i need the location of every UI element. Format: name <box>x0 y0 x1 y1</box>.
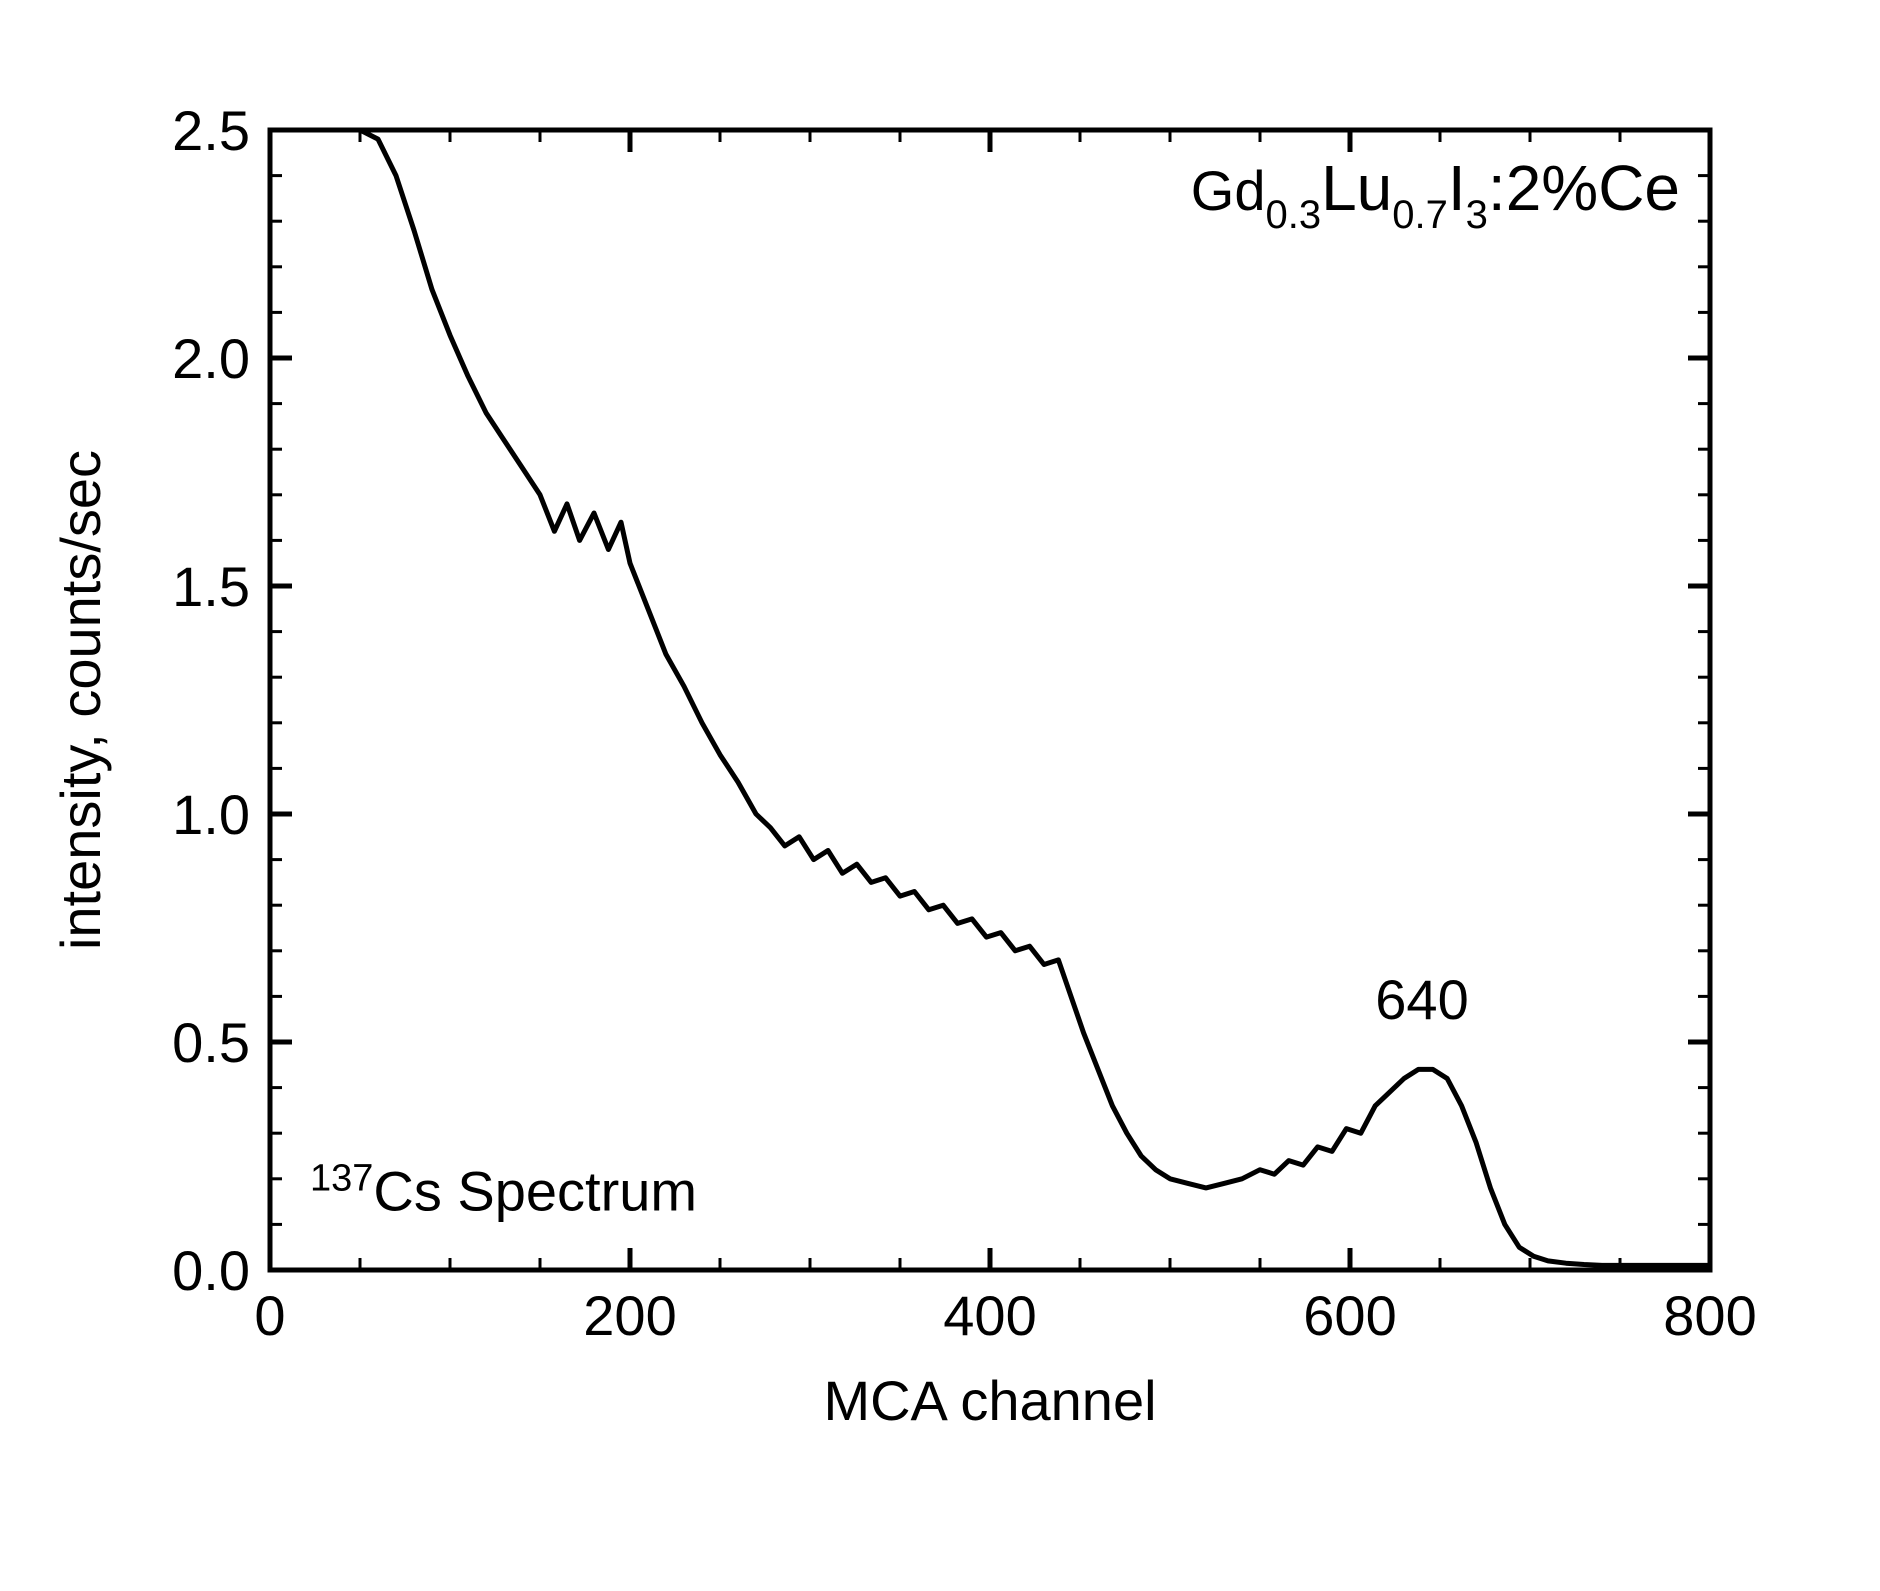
y-tick-label: 1.0 <box>172 783 250 846</box>
x-axis-label: MCA channel <box>823 1369 1156 1432</box>
spectrum-chart: 0 200 400 600 800 0.0 0.5 1.0 1.5 2.0 2.5 MCA chann… <box>0 0 1880 1591</box>
y-tick-label: 2.0 <box>172 327 250 390</box>
peak-label: 640 <box>1375 968 1468 1031</box>
y-tick-label: 0.5 <box>172 1011 250 1074</box>
y-tick-label: 0.0 <box>172 1239 250 1302</box>
y-tick-label: 1.5 <box>172 555 250 618</box>
x-tick-label: 400 <box>943 1284 1036 1347</box>
x-tick-label: 800 <box>1663 1284 1756 1347</box>
y-tick-label: 2.5 <box>172 99 250 162</box>
y-axis-label: intensity, counts/sec <box>49 450 112 950</box>
spectrum-line <box>349 130 1710 1265</box>
x-tick-label: 200 <box>583 1284 676 1347</box>
chart-container: { "chart": { "type": "line", "xlabel": "… <box>0 0 1880 1591</box>
spectrum-label: 137Cs Spectrum <box>310 1158 697 1223</box>
x-tick-label: 600 <box>1303 1284 1396 1347</box>
x-tick-label: 0 <box>254 1284 285 1347</box>
compound-label: Gd0.3Lu0.7I3:2%Ce <box>1191 152 1680 237</box>
